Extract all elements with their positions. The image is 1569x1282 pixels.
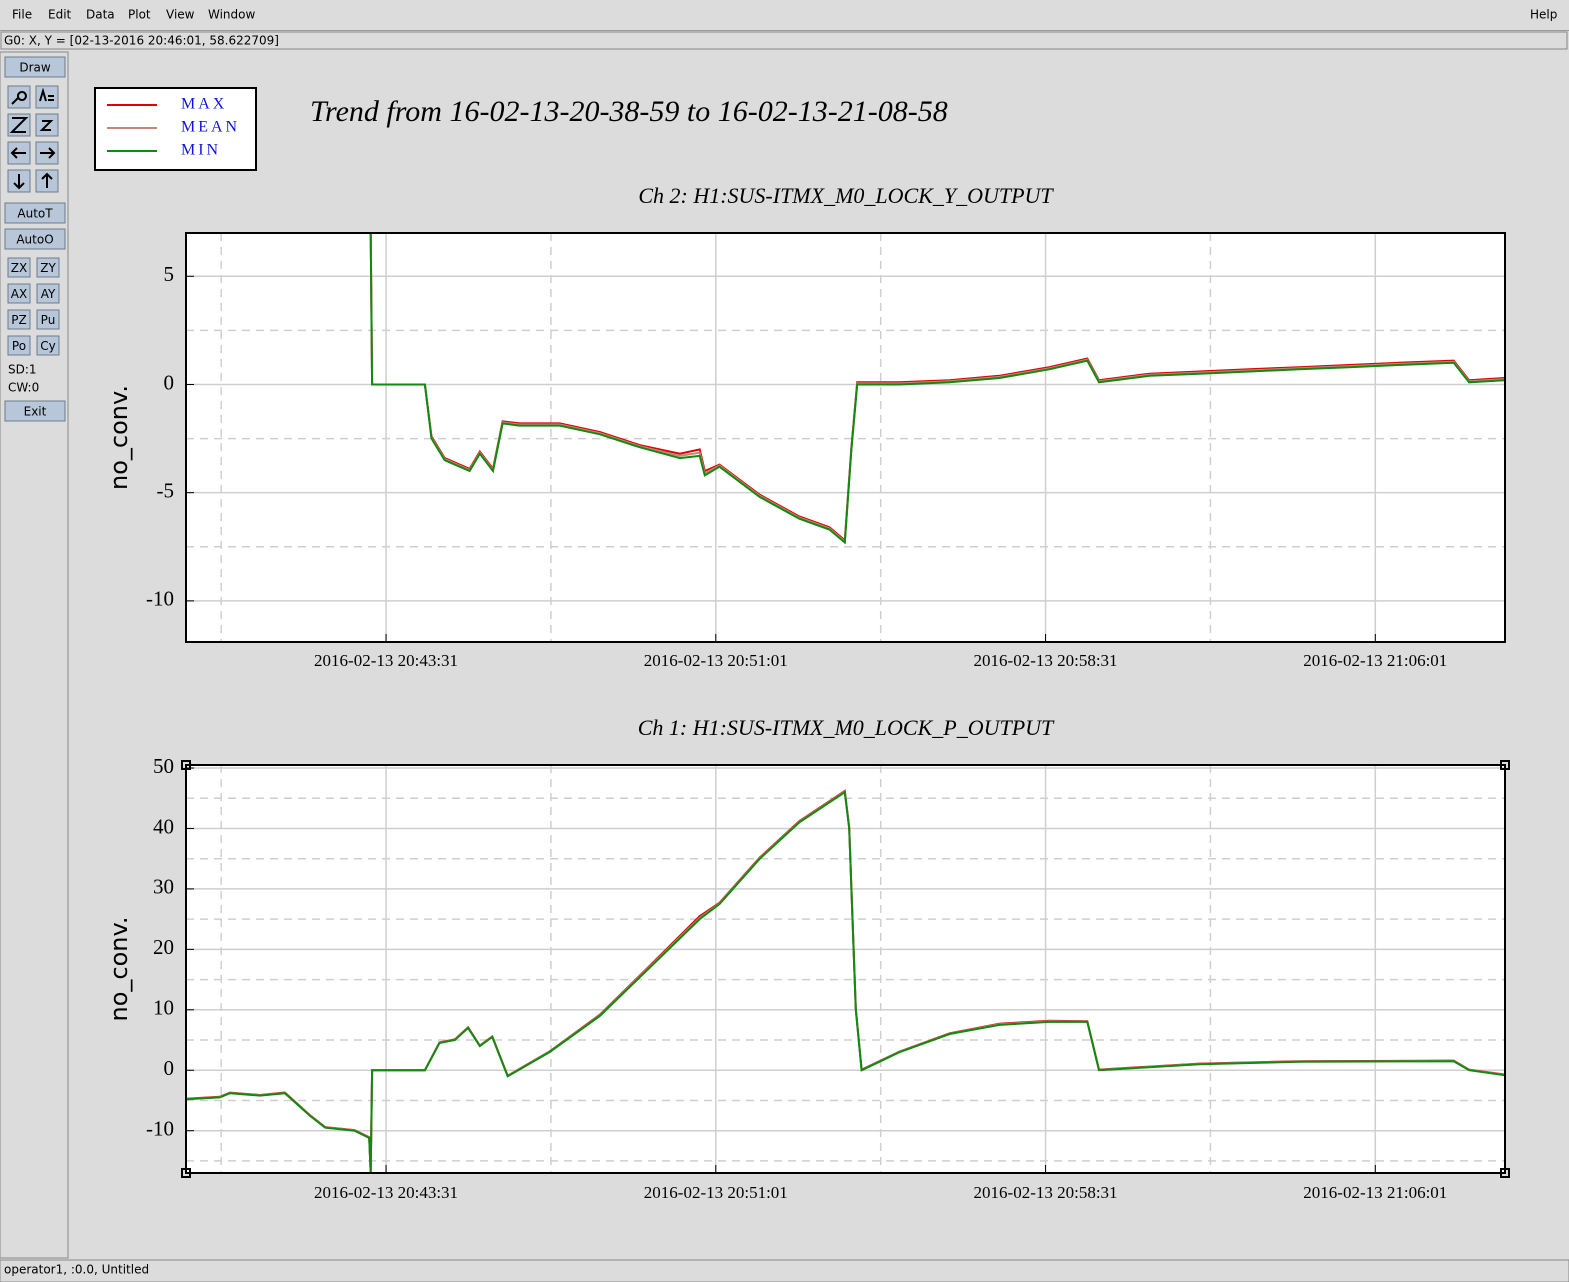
selection-handle — [181, 760, 191, 770]
exit-button[interactable] — [4, 400, 66, 422]
series-line — [369, 233, 1505, 545]
tool-label[interactable]: PZ — [11, 313, 26, 327]
chart-title: Ch 1: H1:SUS-ITMX_M0_LOCK_P_OUTPUT — [638, 715, 1055, 740]
tool-label[interactable]: AY — [41, 287, 56, 301]
toolbar — [0, 51, 69, 1259]
y-tick-label: -10 — [146, 587, 174, 611]
status-text: G0: X, Y = [02-13-2016 20:46:01, 58.6227… — [4, 34, 279, 48]
tool-button[interactable] — [7, 257, 31, 278]
y-axis-label: no_conv. — [105, 917, 133, 1022]
legend-label: MIN — [181, 142, 221, 159]
text-icon — [39, 87, 54, 102]
exit-label[interactable]: Exit — [24, 405, 47, 419]
x-tick-label: 2016-02-13 20:43:31 — [314, 1183, 458, 1202]
icon-buttons — [7, 85, 59, 193]
menu-item[interactable]: Data — [86, 8, 115, 22]
up-arrow-icon — [41, 172, 53, 188]
y-tick-label: 10 — [153, 996, 174, 1020]
y-tick-label: 30 — [153, 875, 174, 899]
x-tick-label: 2016-02-13 20:43:31 — [314, 651, 458, 670]
z-icon — [9, 117, 29, 133]
tool-label[interactable]: Pu — [41, 313, 56, 327]
y-tick-label: 5 — [164, 262, 175, 286]
draw-button[interactable] — [4, 56, 66, 78]
menu-item[interactable]: Window — [208, 8, 256, 22]
tool-label[interactable]: AX — [11, 287, 27, 301]
tool-label[interactable]: ZY — [40, 261, 56, 275]
tool-button[interactable] — [36, 257, 60, 278]
right-arrow-icon — [40, 147, 56, 159]
x-tick-label: 2016-02-13 20:58:31 — [974, 1183, 1118, 1202]
draw-label[interactable]: Draw — [19, 61, 51, 75]
menu-item[interactable]: View — [166, 8, 195, 22]
auto-label[interactable]: AutoT — [17, 207, 53, 221]
tool-label[interactable]: Po — [12, 339, 26, 353]
plot-area — [186, 233, 1505, 642]
menu-item[interactable]: Edit — [48, 8, 72, 22]
tool-button[interactable] — [36, 309, 60, 330]
status-bar — [0, 31, 1568, 50]
plot-area — [186, 765, 1505, 1173]
y-tick-label: 0 — [164, 370, 175, 394]
tool-label[interactable]: ZX — [11, 261, 27, 275]
auto-label[interactable]: AutoO — [16, 233, 53, 247]
selection-handle — [1500, 760, 1510, 770]
x-tick-label: 2016-02-13 20:58:31 — [974, 651, 1118, 670]
plot-frame — [185, 232, 1506, 643]
x-tick-label: 2016-02-13 21:06:01 — [1303, 651, 1447, 670]
menu-item[interactable]: Plot — [128, 8, 151, 22]
selection-handle — [181, 1168, 191, 1178]
y-tick-label: 0 — [164, 1056, 175, 1080]
y-tick-label: 40 — [153, 814, 174, 838]
down-arrow-icon — [13, 174, 25, 190]
magnifier-icon — [11, 91, 27, 105]
tool-label[interactable]: Cy — [40, 339, 55, 353]
auto-button[interactable] — [4, 228, 66, 250]
menu-help[interactable]: Help — [1530, 8, 1557, 22]
footer-bar — [0, 1259, 1569, 1282]
y-tick-label: 20 — [153, 935, 174, 959]
tool-button[interactable] — [36, 335, 60, 356]
trend-title: Trend from 16-02-13-20-38-59 to 16-02-13… — [310, 95, 948, 128]
chart-title: Ch 2: H1:SUS-ITMX_M0_LOCK_Y_OUTPUT — [638, 183, 1054, 208]
x-tick-label: 2016-02-13 20:51:01 — [644, 651, 788, 670]
legend-label: MEAN — [181, 119, 240, 136]
y-tick-label: -5 — [157, 478, 175, 502]
auto-button[interactable] — [4, 202, 66, 224]
tool-button[interactable] — [7, 309, 31, 330]
tool-button[interactable] — [7, 283, 31, 304]
text-button[interactable] — [35, 85, 59, 109]
footer-text: operator1, :0.0, Untitled — [4, 1263, 149, 1277]
selection-handle — [1500, 1168, 1510, 1178]
y-tick-label: -10 — [146, 1117, 174, 1141]
x-tick-label: 2016-02-13 20:51:01 — [644, 1183, 788, 1202]
menu-item[interactable]: File — [12, 8, 32, 22]
toolbar-info: CW:0 — [8, 381, 39, 395]
y-axis-label: no_conv. — [105, 385, 133, 490]
menu-separator — [0, 30, 1569, 31]
tool-button[interactable] — [7, 335, 31, 356]
legend-label: MAX — [181, 96, 227, 113]
plot-frame — [185, 764, 1506, 1174]
y-tick-label: 50 — [153, 754, 174, 778]
tool-button[interactable] — [36, 283, 60, 304]
z-small-icon — [39, 120, 54, 131]
left-arrow-icon — [10, 147, 26, 159]
series-line — [186, 790, 1505, 1173]
toolbar-info: SD:1 — [8, 363, 37, 377]
x-tick-label: 2016-02-13 21:06:01 — [1303, 1183, 1447, 1202]
